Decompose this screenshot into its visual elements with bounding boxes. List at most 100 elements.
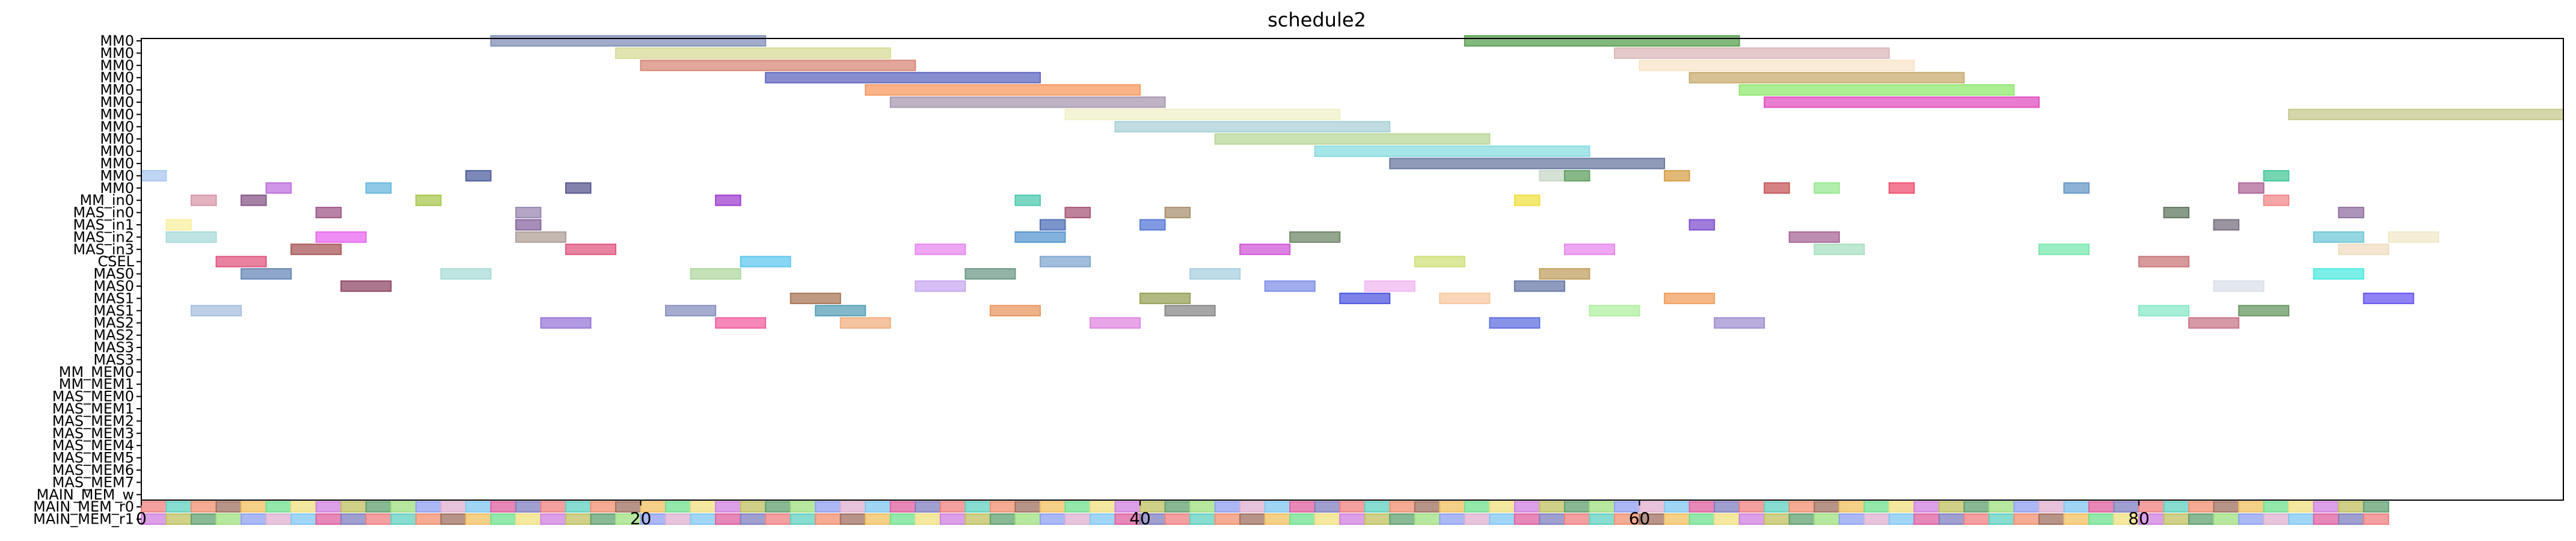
task-bar	[1764, 182, 1790, 194]
x-axis: 0 20 40 60 80	[136, 500, 2150, 528]
memory-bar	[1738, 513, 1765, 525]
memory-bar	[1039, 513, 1066, 525]
y-tick-label: MM0	[100, 69, 134, 86]
memory-bar	[1014, 501, 1041, 513]
task-bar	[989, 305, 1041, 317]
plot-frame	[141, 38, 2564, 501]
task-bar	[1639, 60, 1915, 72]
task-bar	[1714, 317, 1765, 329]
y-tick-label: MAS_MEM5	[52, 450, 134, 466]
task-bar	[1164, 305, 1216, 317]
task-bar	[1688, 72, 1965, 84]
memory-bar	[1064, 513, 1091, 525]
task-bar	[2213, 219, 2240, 231]
task-bar	[1014, 231, 1066, 243]
task-bar	[515, 207, 542, 219]
memory-bar	[1389, 501, 1415, 513]
memory-bar	[1563, 501, 1590, 513]
task-bar	[2238, 182, 2265, 194]
task-bar	[790, 292, 841, 304]
y-tick-label: MAS1	[93, 302, 134, 319]
memory-bar	[1014, 513, 1041, 525]
memory-bar	[1164, 513, 1191, 525]
memory-bar	[1039, 501, 1066, 513]
memory-bar	[989, 513, 1016, 525]
memory-bar	[1788, 501, 1815, 513]
task-bar	[1513, 280, 1565, 292]
task-bar	[1513, 194, 1541, 206]
memory-bar	[1764, 501, 1790, 513]
memory-bar	[740, 501, 767, 513]
memory-bar	[1164, 501, 1191, 513]
x-tick-label: 60	[1629, 509, 1651, 528]
memory-bar	[815, 513, 841, 525]
memory-bar	[1314, 501, 1341, 513]
task-bar	[1414, 255, 1465, 267]
memory-bar	[2288, 501, 2314, 513]
task-bar	[1114, 121, 1391, 133]
memory-bar	[1289, 501, 1316, 513]
task-bar	[490, 35, 767, 47]
memory-bar	[2063, 513, 2090, 525]
memory-bar	[1888, 513, 1915, 525]
x-tick-label: 0	[136, 509, 147, 528]
memory-bar	[415, 501, 442, 513]
task-bar	[715, 194, 741, 206]
memory-bar	[740, 513, 767, 525]
memory-bar	[1539, 513, 1565, 525]
memory-bar	[2213, 501, 2240, 513]
task-bar	[2313, 268, 2364, 280]
memory-bar	[1339, 501, 1366, 513]
memory-bar	[915, 501, 941, 513]
memory-bar	[1913, 501, 1940, 513]
task-bar	[1814, 182, 1840, 194]
memory-bar	[1364, 501, 1391, 513]
memory-bar	[1064, 501, 1091, 513]
memory-bar	[1539, 501, 1565, 513]
memory-bar	[215, 501, 242, 513]
task-bar	[440, 268, 492, 280]
task-bar	[265, 182, 292, 194]
task-bar	[1539, 268, 1590, 280]
memory-bar	[1714, 501, 1740, 513]
memory-bar	[1938, 501, 1965, 513]
chart-title: schedule2	[1268, 8, 1366, 31]
memory-bar	[1963, 513, 1990, 525]
task-bar	[2363, 292, 2414, 304]
task-bar	[241, 194, 267, 206]
memory-bar	[1664, 513, 1690, 525]
task-bar	[2338, 243, 2390, 255]
memory-bar	[2363, 501, 2390, 513]
memory-bar	[1738, 501, 1765, 513]
task-bar	[141, 170, 167, 182]
task-bar	[515, 219, 542, 231]
memory-bar	[2013, 513, 2040, 525]
memory-bar	[765, 513, 791, 525]
memory-bar	[465, 501, 492, 513]
memory-bar	[1764, 513, 1790, 525]
memory-bar	[365, 501, 392, 513]
memory-bar	[1838, 513, 1865, 525]
memory-bar	[964, 513, 991, 525]
task-bar	[889, 96, 1166, 108]
memory-bar	[2038, 513, 2065, 525]
memory-bar	[815, 501, 841, 513]
y-tick-label: MM_MEM1	[59, 376, 134, 393]
memory-bar	[2288, 513, 2314, 525]
memory-bar	[540, 501, 566, 513]
y-tick-label: MM0	[100, 82, 134, 99]
task-bar	[1539, 170, 1565, 182]
task-bar	[1039, 255, 1091, 267]
y-tick-label: MAS3	[93, 339, 134, 356]
task-bar	[1139, 219, 1166, 231]
task-bar	[465, 170, 492, 182]
memory-bar	[590, 501, 616, 513]
memory-bar	[1239, 513, 1266, 525]
y-tick-label: MAS_MEM4	[52, 437, 134, 454]
y-tick-label: MAIN_MEM_r1	[33, 511, 134, 528]
memory-bar	[440, 501, 467, 513]
memory-bar	[390, 501, 417, 513]
memory-bar	[2313, 501, 2340, 513]
task-bar	[640, 60, 916, 72]
memory-bar	[690, 501, 717, 513]
